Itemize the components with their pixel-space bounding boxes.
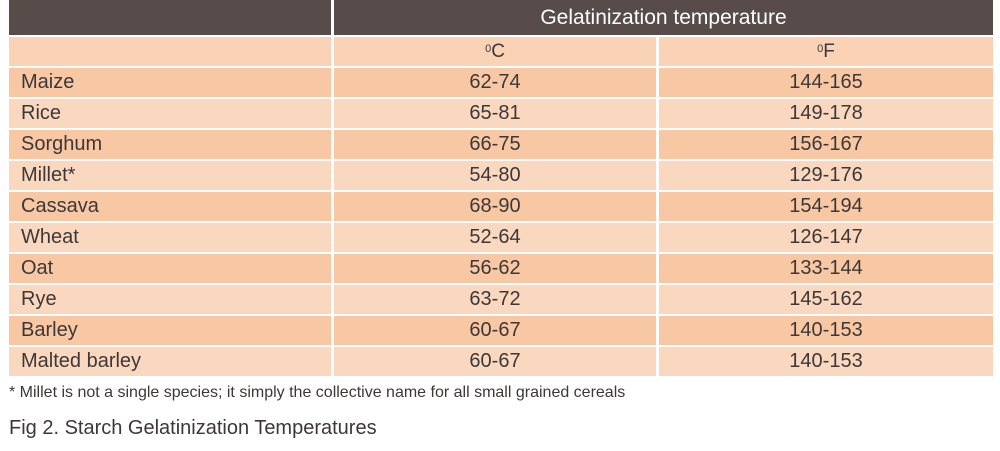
table-row: Malted barley 60-67 140-153 [9, 345, 993, 376]
header-blank-cell [9, 0, 334, 35]
temp-celsius: 63-72 [334, 285, 659, 314]
unit-celsius-sup: 0 [485, 42, 492, 55]
table-row: Sorghum 66-75 156-167 [9, 128, 993, 159]
table-row: Oat 56-62 133-144 [9, 252, 993, 283]
grain-name: Millet* [9, 161, 334, 190]
temp-celsius: 62-74 [334, 68, 659, 97]
table-row: Rye 63-72 145-162 [9, 283, 993, 314]
grain-name: Cassava [9, 192, 334, 221]
temp-celsius: 60-67 [334, 316, 659, 345]
footnote: * Millet is not a single species; it sim… [9, 384, 626, 401]
header-title: Gelatinization temperature [334, 0, 993, 35]
temp-celsius: 65-81 [334, 99, 659, 128]
unit-fahrenheit-sup: 0 [817, 42, 824, 55]
grain-name: Malted barley [9, 347, 334, 376]
table-row: Rice 65-81 149-178 [9, 97, 993, 128]
temp-fahrenheit: 149-178 [789, 102, 863, 124]
temp-celsius: 66-75 [334, 130, 659, 159]
temp-celsius: 54-80 [334, 161, 659, 190]
grain-name: Maize [9, 68, 334, 97]
table-row: Wheat 52-64 126-147 [9, 221, 993, 252]
temp-celsius: 60-67 [334, 347, 659, 376]
temp-celsius: 52-64 [334, 223, 659, 252]
figure-caption: Fig 2. Starch Gelatinization Temperature… [9, 417, 377, 439]
grain-name: Rice [9, 99, 334, 128]
temp-fahrenheit: 154-194 [789, 195, 863, 217]
temp-celsius: 56-62 [334, 254, 659, 283]
unit-celsius-label: C [491, 40, 505, 62]
grain-name: Barley [9, 316, 334, 345]
table-body: Maize 62-74 144-165 Rice 65-81 149-178 S… [9, 66, 993, 376]
temp-fahrenheit: 156-167 [789, 133, 863, 155]
temp-celsius: 68-90 [334, 192, 659, 221]
temp-fahrenheit: 140-153 [789, 350, 863, 372]
unit-fahrenheit-label: F [823, 40, 835, 62]
grain-name: Rye [9, 285, 334, 314]
table-row: Barley 60-67 140-153 [9, 314, 993, 345]
table-row: Maize 62-74 144-165 [9, 66, 993, 97]
table-header-row: Gelatinization temperature [9, 0, 993, 35]
temp-fahrenheit: 129-176 [789, 164, 863, 186]
table-row: Cassava 68-90 154-194 [9, 190, 993, 221]
temp-fahrenheit: 140-153 [789, 319, 863, 341]
temp-fahrenheit: 126-147 [789, 226, 863, 248]
temp-fahrenheit: 133-144 [789, 257, 863, 279]
temp-fahrenheit: 145-162 [789, 288, 863, 310]
grain-name: Sorghum [9, 130, 334, 159]
unit-blank-cell [9, 37, 334, 66]
table-row: Millet* 54-80 129-176 [9, 159, 993, 190]
temp-fahrenheit: 144-165 [789, 71, 863, 93]
grain-name: Wheat [9, 223, 334, 252]
grain-name: Oat [9, 254, 334, 283]
